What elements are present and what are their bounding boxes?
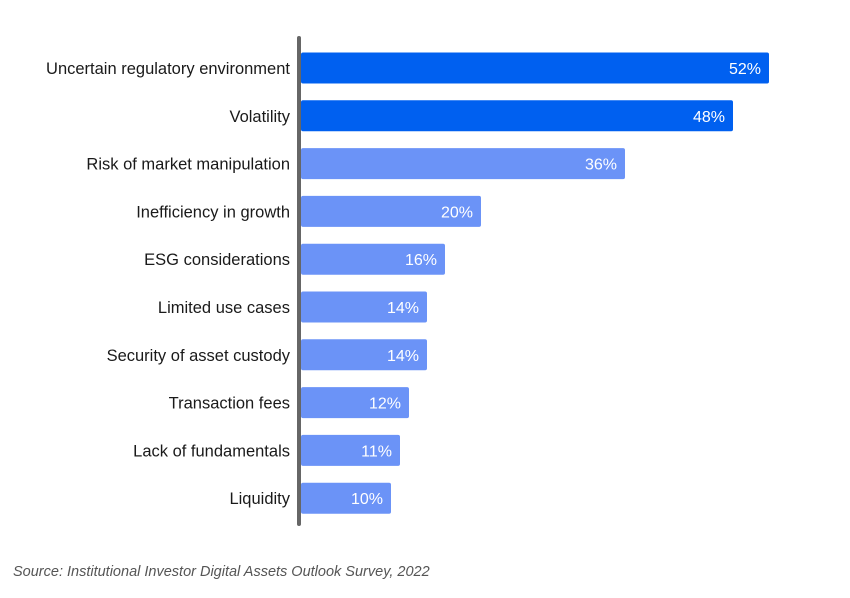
value-label-2: 48%: [693, 109, 725, 126]
category-label-2: Volatility: [229, 108, 290, 126]
value-label-9: 11%: [361, 443, 392, 460]
value-label-3: 36%: [585, 157, 617, 174]
category-label-6: Limited use cases: [158, 299, 290, 317]
bars-group: 52% 48% 36% 20% 16% 14% 14% 12% 11% 10%: [301, 52, 769, 514]
value-label-5: 16%: [405, 252, 437, 269]
category-label-4: Inefficiency in growth: [136, 203, 290, 221]
category-labels-group: Uncertain regulatory environment Volatili…: [46, 60, 291, 508]
bar-7: [301, 339, 427, 371]
bar-8: [301, 387, 409, 419]
bar-3: [301, 148, 625, 180]
bar-4: [301, 195, 481, 227]
category-label-1: Uncertain regulatory environment: [46, 60, 290, 78]
bar-10: [301, 482, 391, 514]
category-label-5: ESG considerations: [144, 251, 290, 269]
category-label-10: Liquidity: [229, 490, 290, 508]
bar-6: [301, 291, 427, 323]
bar-1: [301, 52, 769, 84]
value-label-1: 52%: [729, 61, 761, 78]
bar-9: [301, 434, 400, 466]
bar-5: [301, 243, 445, 275]
value-label-7: 14%: [387, 348, 419, 365]
category-label-9: Lack of fundamentals: [133, 442, 290, 460]
value-label-6: 14%: [387, 300, 419, 317]
source-note: Source: Institutional Investor Digital A…: [13, 564, 430, 580]
category-label-8: Transaction fees: [169, 395, 290, 413]
value-label-8: 12%: [369, 396, 401, 413]
value-label-10: 10%: [351, 491, 383, 508]
category-label-3: Risk of market manipulation: [86, 156, 290, 174]
category-label-7: Security of asset custody: [107, 347, 291, 365]
value-label-4: 20%: [441, 204, 473, 221]
bar-2: [301, 100, 733, 132]
